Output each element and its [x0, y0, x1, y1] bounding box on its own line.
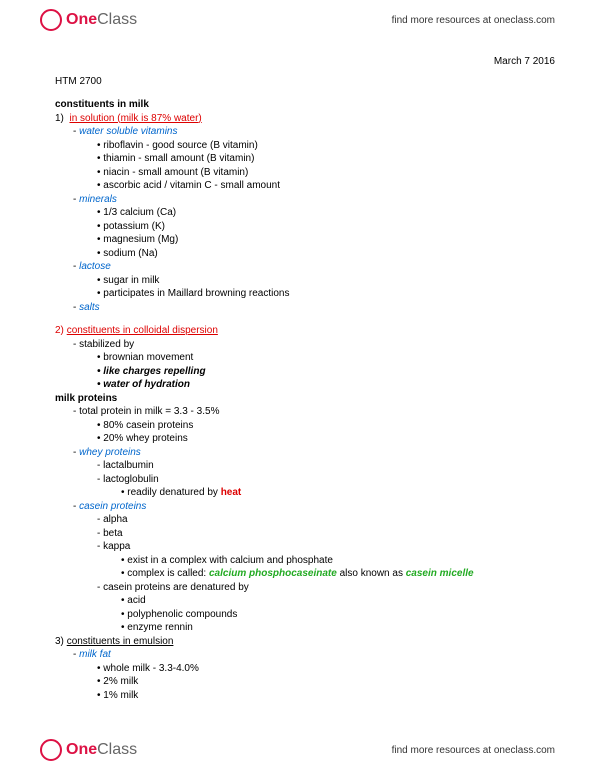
lactose-heading: lactose — [79, 261, 111, 272]
list-item: magnesium (Mg) — [97, 233, 555, 247]
section-2-heading: 2) constituents in colloidal dispersion — [55, 324, 555, 338]
list-item: enzyme rennin — [121, 621, 555, 635]
list-item: 1/3 calcium (Ca) — [97, 206, 555, 220]
list-item: 20% whey proteins — [97, 432, 555, 446]
list-item: niacin - small amount (B vitamin) — [97, 166, 555, 180]
list-item: exist in a complex with calcium and phos… — [121, 554, 555, 568]
list-item: whole milk - 3.3-4.0% — [97, 662, 555, 676]
list-item: sodium (Na) — [97, 247, 555, 261]
list-item: potassium (K) — [97, 220, 555, 234]
oneclass-logo: OneClass — [40, 9, 137, 31]
list-item: ascorbic acid / vitamin C - small amount — [97, 179, 555, 193]
doc-title: constituents in milk — [55, 98, 555, 112]
sec1-title: in solution (milk is 87% water) — [69, 113, 201, 124]
vitamins-heading: water soluble vitamins — [79, 126, 177, 137]
list-item: acid — [121, 594, 555, 608]
list-item: 1% milk — [97, 689, 555, 703]
list-item: water of hydration — [97, 378, 555, 392]
logo-ring-icon — [40, 739, 62, 761]
sec1-num: 1) — [55, 113, 64, 124]
total-protein-heading: total protein in milk = 3.3 - 3.5% — [73, 405, 555, 419]
list-item: thiamin - small amount (B vitamin) — [97, 152, 555, 166]
document-body: March 7 2016 HTM 2700 constituents in mi… — [55, 55, 555, 715]
minerals-heading: minerals — [79, 194, 117, 205]
casein-denatured-heading: casein proteins are denatured by — [97, 581, 555, 595]
logo-text: OneClass — [66, 741, 137, 759]
find-more-link-top[interactable]: find more resources at oneclass.com — [392, 15, 555, 26]
course-code: HTM 2700 — [55, 75, 555, 89]
logo-ring-icon — [40, 9, 62, 31]
list-item: beta — [97, 527, 555, 541]
list-item: participates in Maillard browning reacti… — [97, 287, 555, 301]
list-item: like charges repelling — [97, 365, 555, 379]
oneclass-logo-footer: OneClass — [40, 739, 137, 761]
sec2-title: constituents in colloidal dispersion — [67, 325, 218, 336]
logo-text: OneClass — [66, 11, 137, 29]
sec2-num: 2) — [55, 325, 64, 336]
milk-proteins-heading: milk proteins — [55, 392, 555, 406]
section-3-heading: 3) constituents in emulsion — [55, 635, 555, 649]
list-item: brownian movement — [97, 351, 555, 365]
list-item: 80% casein proteins — [97, 419, 555, 433]
page-header: OneClass find more resources at oneclass… — [0, 0, 595, 40]
list-item: 2% milk — [97, 675, 555, 689]
list-item: readily denatured by heat — [121, 486, 555, 500]
casein-heading: casein proteins — [79, 501, 146, 512]
section-1-heading: 1) in solution (milk is 87% water) — [55, 112, 555, 126]
sec3-num: 3) — [55, 636, 64, 647]
sec3-title: constituents in emulsion — [67, 636, 174, 647]
whey-heading: whey proteins — [79, 447, 141, 458]
page-footer: OneClass find more resources at oneclass… — [0, 730, 595, 770]
salts-heading: salts — [79, 302, 100, 313]
milkfat-heading: milk fat — [79, 649, 111, 660]
list-item: lactoglobulin — [97, 473, 555, 487]
list-item: alpha — [97, 513, 555, 527]
list-item: complex is called: calcium phosphocasein… — [121, 567, 555, 581]
list-item: sugar in milk — [97, 274, 555, 288]
list-item: polyphenolic compounds — [121, 608, 555, 622]
doc-date: March 7 2016 — [55, 55, 555, 69]
list-item: riboflavin - good source (B vitamin) — [97, 139, 555, 153]
find-more-link-bottom[interactable]: find more resources at oneclass.com — [392, 745, 555, 756]
list-item: kappa — [97, 540, 555, 554]
list-item: lactalbumin — [97, 459, 555, 473]
stabilized-heading: stabilized by — [73, 338, 555, 352]
